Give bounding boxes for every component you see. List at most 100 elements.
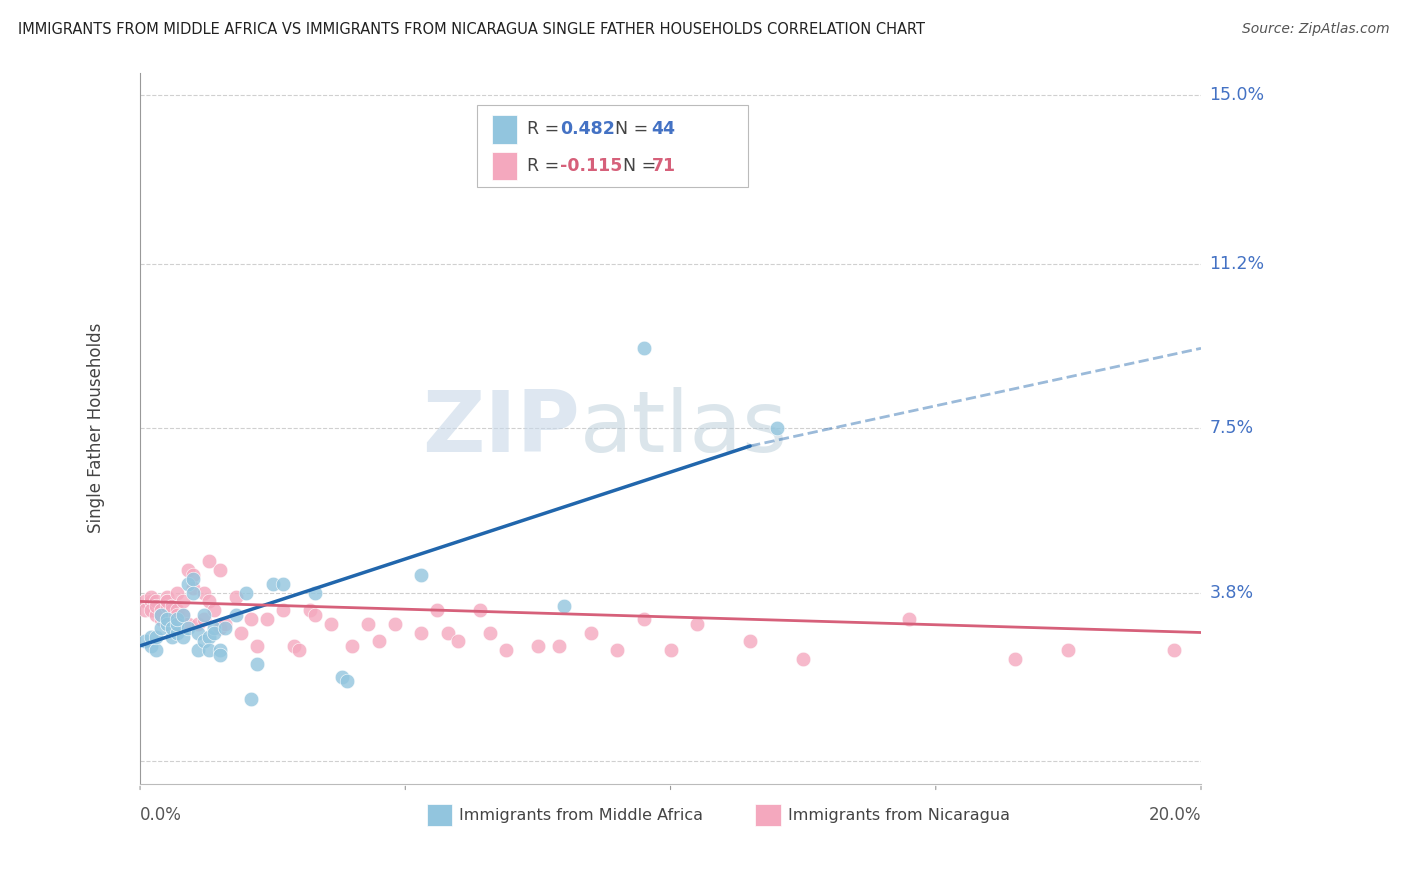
Point [659, 643, 682, 657]
Point [155, 599, 177, 613]
Point [150, 607, 173, 622]
Point [579, 625, 602, 640]
Text: Source: ZipAtlas.com: Source: ZipAtlas.com [1241, 22, 1389, 37]
Point [214, 616, 236, 631]
Point [447, 634, 470, 648]
Point [177, 563, 200, 577]
Point [139, 594, 162, 608]
Text: 11.2%: 11.2% [1209, 255, 1264, 273]
Text: R =: R = [527, 120, 565, 138]
Text: atlas: atlas [581, 387, 789, 470]
Point [145, 630, 167, 644]
Point [202, 603, 225, 617]
Point [240, 612, 263, 626]
Point [468, 603, 491, 617]
Point [145, 599, 167, 613]
Point [160, 621, 183, 635]
Point [166, 616, 188, 631]
Text: 0.482: 0.482 [560, 120, 614, 138]
Point [1163, 643, 1185, 657]
Text: ZIP: ZIP [423, 387, 581, 470]
Point [304, 585, 326, 599]
Point [160, 607, 183, 622]
Point [198, 630, 221, 644]
Point [246, 657, 269, 671]
Point [177, 616, 200, 631]
Point [553, 599, 575, 613]
Point [411, 567, 433, 582]
Point [193, 607, 215, 622]
Point [187, 643, 209, 657]
Point [271, 576, 294, 591]
Point [319, 616, 342, 631]
Text: 15.0%: 15.0% [1209, 87, 1264, 104]
Point [898, 612, 921, 626]
Point [208, 643, 231, 657]
Point [187, 625, 209, 640]
Point [214, 621, 236, 635]
Point [548, 639, 571, 653]
Text: -0.115: -0.115 [560, 157, 623, 175]
Point [225, 590, 247, 604]
Point [208, 648, 231, 662]
Point [330, 670, 353, 684]
Point [139, 639, 162, 653]
Point [198, 554, 221, 568]
Point [139, 603, 162, 617]
Text: Immigrants from Middle Africa: Immigrants from Middle Africa [458, 807, 703, 822]
Point [367, 634, 389, 648]
Point [187, 616, 209, 631]
Point [208, 621, 231, 635]
FancyBboxPatch shape [492, 115, 516, 144]
Point [150, 612, 173, 626]
Point [155, 594, 177, 608]
Text: IMMIGRANTS FROM MIDDLE AFRICA VS IMMIGRANTS FROM NICARAGUA SINGLE FATHER HOUSEHO: IMMIGRANTS FROM MIDDLE AFRICA VS IMMIGRA… [18, 22, 925, 37]
Point [208, 563, 231, 577]
Point [1057, 643, 1080, 657]
Point [235, 585, 257, 599]
Point [166, 612, 188, 626]
Point [145, 607, 167, 622]
Point [792, 652, 814, 666]
Point [288, 643, 311, 657]
Point [139, 590, 162, 604]
Point [181, 572, 204, 586]
Point [177, 621, 200, 635]
Point [139, 630, 162, 644]
Point [172, 607, 194, 622]
Point [160, 603, 183, 617]
Point [606, 643, 628, 657]
Text: Immigrants from Nicaragua: Immigrants from Nicaragua [787, 807, 1010, 822]
Text: N =: N = [612, 157, 662, 175]
Text: Single Father Households: Single Father Households [87, 323, 104, 533]
Point [160, 630, 183, 644]
Point [633, 341, 655, 355]
FancyBboxPatch shape [478, 105, 748, 186]
Point [172, 607, 194, 622]
Point [1004, 652, 1026, 666]
Point [160, 599, 183, 613]
Point [134, 603, 156, 617]
Point [225, 607, 247, 622]
Point [357, 616, 380, 631]
Point [495, 643, 517, 657]
Point [229, 625, 252, 640]
Text: 7.5%: 7.5% [1209, 419, 1254, 437]
Point [166, 585, 188, 599]
Point [426, 603, 449, 617]
Point [271, 603, 294, 617]
Point [193, 585, 215, 599]
Point [181, 585, 204, 599]
Point [155, 594, 177, 608]
Point [298, 603, 321, 617]
Point [479, 625, 502, 640]
Point [411, 625, 433, 640]
Text: N =: N = [603, 120, 654, 138]
Point [202, 621, 225, 635]
Point [283, 639, 305, 653]
Text: 0.0%: 0.0% [141, 806, 181, 824]
Point [172, 630, 194, 644]
Text: 71: 71 [651, 157, 675, 175]
Point [304, 607, 326, 622]
Text: R =: R = [527, 157, 565, 175]
